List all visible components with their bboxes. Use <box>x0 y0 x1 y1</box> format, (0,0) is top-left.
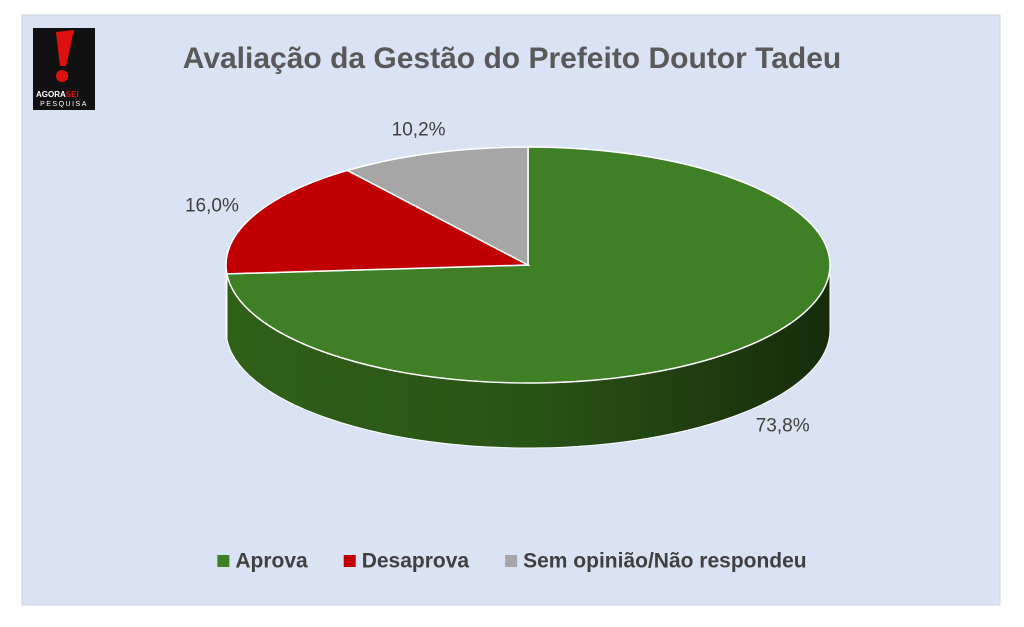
legend-swatch <box>343 555 356 567</box>
logo-text: AGORASEI <box>36 90 79 99</box>
pie-slice <box>345 146 529 267</box>
logo-text: SEI <box>66 90 79 99</box>
logo-dot <box>56 70 68 82</box>
data-label: 16,0% <box>185 195 239 216</box>
logo-text: AGORA <box>36 90 66 99</box>
logo-subtext: PESQUISA <box>40 101 88 108</box>
legend-label: Sem opinião/Não respondeu <box>523 550 807 573</box>
data-label: 10,2% <box>392 120 446 141</box>
logo-mark <box>56 30 74 66</box>
legend-label: Aprova <box>235 550 308 573</box>
pie-slice <box>225 169 531 275</box>
data-label: 73,8% <box>756 415 810 436</box>
chart-title: Avaliação da Gestão do Prefeito Doutor T… <box>183 42 841 75</box>
legend-swatch <box>505 555 518 567</box>
logo: AGORASEI PESQUISA <box>33 28 95 110</box>
legend-label: Desaprova <box>362 550 470 573</box>
legend-swatch <box>217 555 230 567</box>
